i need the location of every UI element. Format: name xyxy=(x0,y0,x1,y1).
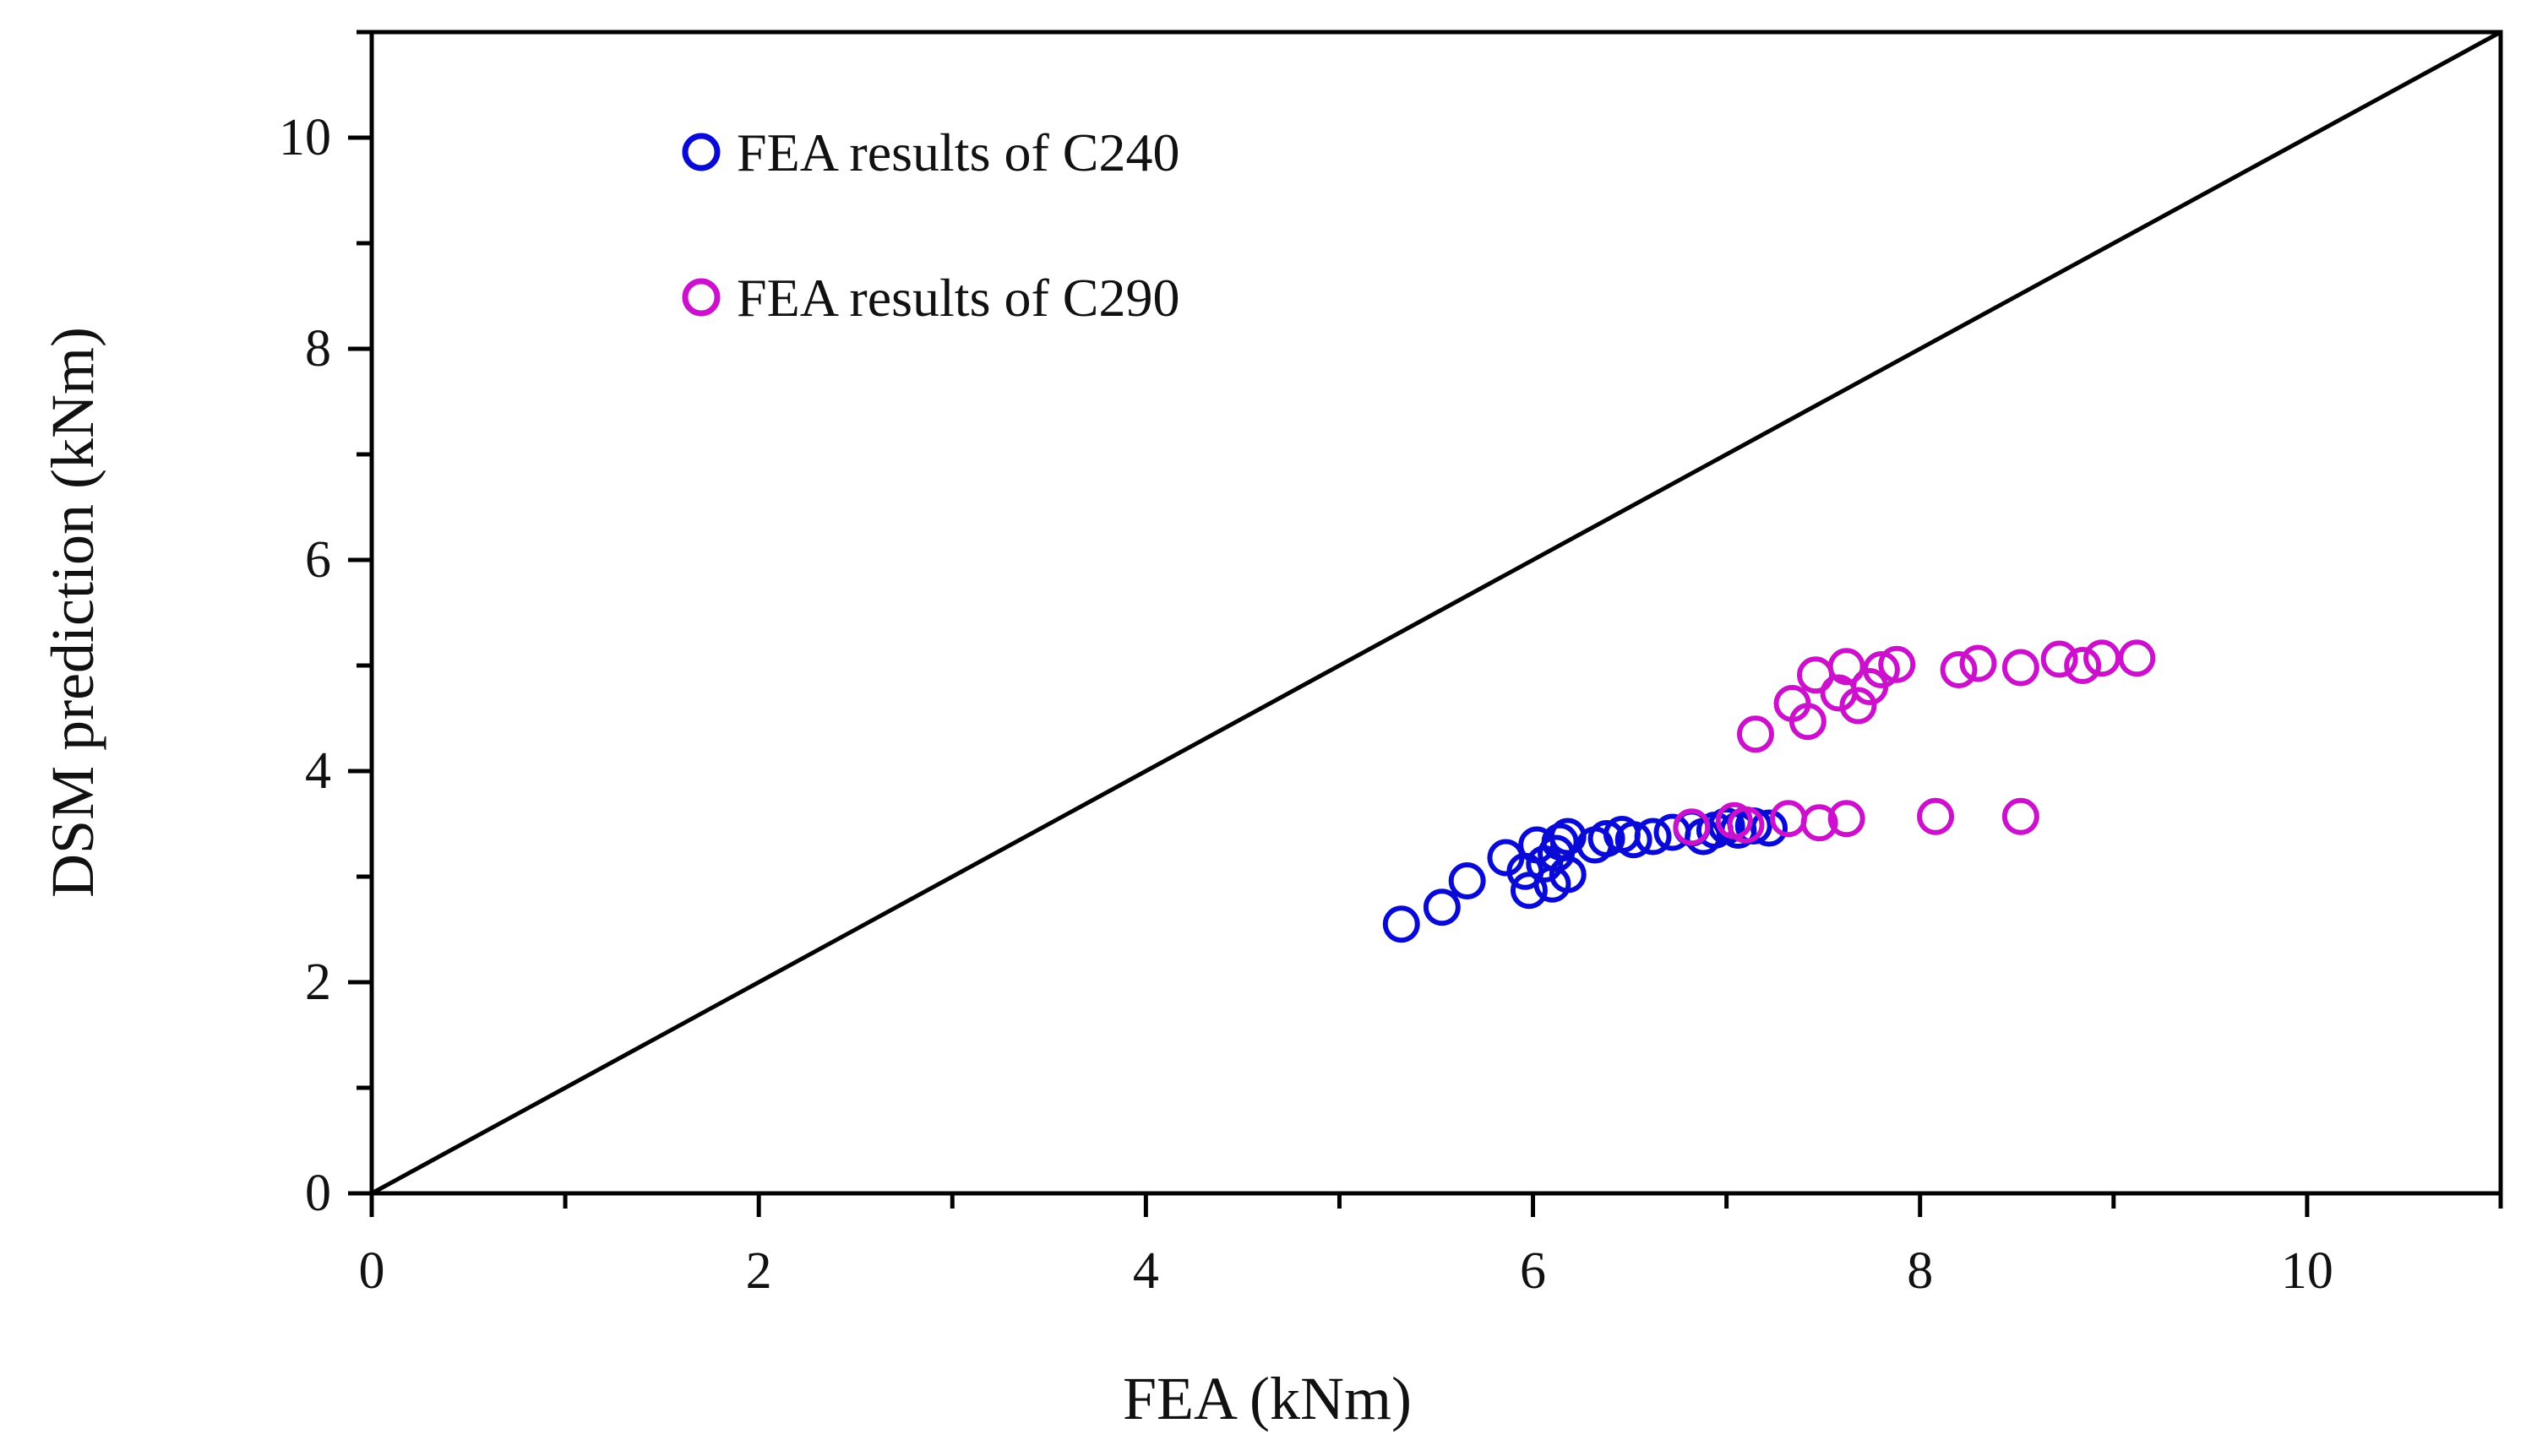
y-tick-label: 4 xyxy=(305,742,331,800)
data-point-c290 xyxy=(1878,645,1916,683)
data-point-c240 xyxy=(1634,818,1672,856)
x-tick-label: 8 xyxy=(1907,1242,1933,1300)
data-point-c290 xyxy=(1769,800,1807,838)
data-point-c290 xyxy=(1959,644,1997,682)
x-tick-label: 4 xyxy=(1133,1242,1159,1300)
legend-label-c290: FEA results of C290 xyxy=(737,268,1179,328)
data-point-c240 xyxy=(1549,856,1587,894)
data-point-c290 xyxy=(1800,804,1838,842)
x-tick-label: 6 xyxy=(1520,1242,1546,1300)
data-point-c290 xyxy=(2001,649,2039,687)
data-point-c290 xyxy=(1827,800,1865,838)
x-axis-title: FEA (kNm) xyxy=(1123,1365,1412,1432)
y-tick-label: 8 xyxy=(305,320,331,378)
data-point-c290 xyxy=(2118,639,2156,677)
data-point-c240 xyxy=(1423,888,1461,926)
data-point-c290 xyxy=(1940,651,1978,688)
data-point-c290 xyxy=(1673,808,1711,846)
data-point-c290 xyxy=(1727,806,1765,844)
legend-marker-c290 xyxy=(682,278,721,317)
data-point-c240 xyxy=(1382,905,1420,943)
data-points xyxy=(1382,639,2156,943)
legend: FEA results of C240 FEA results of C290 xyxy=(682,122,1179,328)
y-axis-title: DSM prediction (kNm) xyxy=(39,327,106,898)
legend-label-c240: FEA results of C240 xyxy=(737,122,1179,182)
data-point-c290 xyxy=(1788,703,1827,741)
x-tick-label: 10 xyxy=(2281,1242,2333,1300)
legend-marker-c240 xyxy=(682,133,721,171)
data-point-c240 xyxy=(1448,862,1486,899)
data-point-c290 xyxy=(1737,715,1774,753)
data-point-c290 xyxy=(2001,797,2039,835)
x-tick-label: 2 xyxy=(746,1242,772,1300)
reference-line-1-to-1 xyxy=(370,30,2502,1196)
y-tick-label: 6 xyxy=(305,531,331,589)
data-point-c290 xyxy=(2083,639,2121,677)
data-point-c290 xyxy=(2064,647,2102,684)
plot-frame xyxy=(369,30,2503,1196)
data-point-c290 xyxy=(1839,687,1877,725)
data-point-c240 xyxy=(1587,820,1625,857)
data-point-c240 xyxy=(1510,872,1548,910)
data-point-c290 xyxy=(1862,651,1900,688)
data-point-c240 xyxy=(1614,821,1652,859)
x-tick-label: 0 xyxy=(359,1242,385,1300)
data-point-c290 xyxy=(2040,640,2078,678)
data-point-c240 xyxy=(1750,809,1788,847)
data-point-c290 xyxy=(1917,797,1955,835)
data-point-c290 xyxy=(1827,648,1865,686)
y-tick-label: 10 xyxy=(279,109,331,166)
axis-tick-labels: 0 2 4 6 8 10 0 2 4 6 8 10 xyxy=(279,109,2333,1300)
axis-ticks xyxy=(348,30,2503,1217)
y-tick-label: 2 xyxy=(305,953,331,1011)
y-tick-label: 0 xyxy=(305,1165,331,1222)
